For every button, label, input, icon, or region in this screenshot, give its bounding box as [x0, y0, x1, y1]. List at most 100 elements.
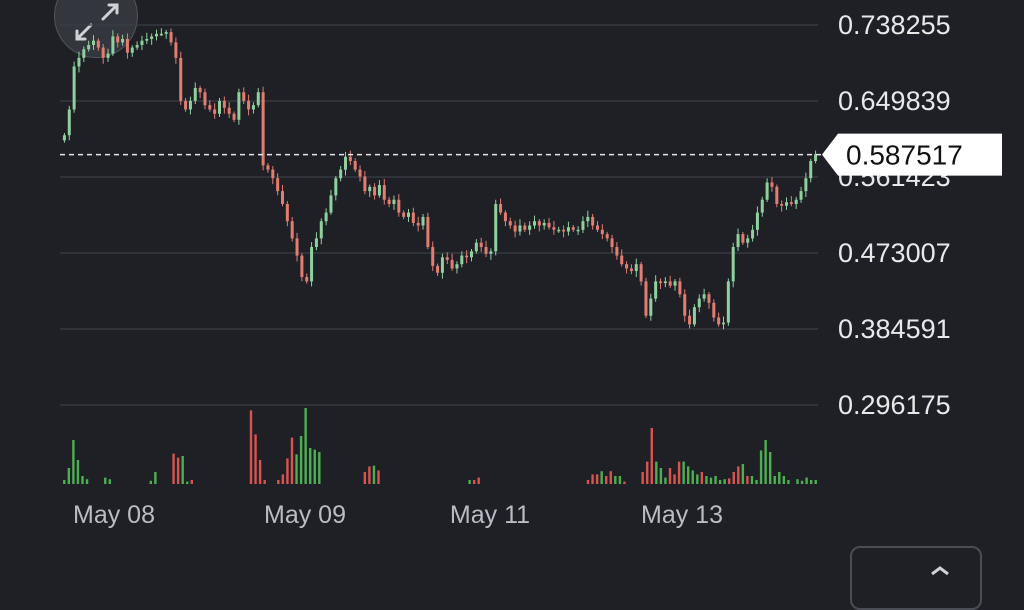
volume-bar: [814, 480, 817, 484]
volume-bar: [605, 476, 608, 484]
bottom-panel-button[interactable]: [850, 546, 982, 610]
candle-body: [639, 264, 643, 282]
volume-bar: [696, 474, 699, 484]
candle-body: [285, 204, 289, 222]
y-tick-label: 0.296175: [838, 390, 951, 420]
volume-bar: [759, 450, 763, 484]
candle-body: [305, 277, 309, 282]
volume-bar: [609, 471, 612, 484]
candle-body: [339, 169, 343, 179]
candle-body: [368, 186, 372, 192]
candle-body: [765, 182, 769, 200]
candle-body: [605, 234, 609, 239]
candle-body: [649, 298, 653, 316]
volume-bar: [299, 436, 303, 484]
candle-body: [494, 204, 498, 252]
expand-button[interactable]: [54, 0, 138, 58]
candle-body: [445, 257, 449, 260]
volume-bar: [249, 410, 253, 484]
volume-bar: [309, 448, 312, 484]
candle-body: [707, 294, 711, 303]
candle-body: [329, 195, 333, 213]
volume-bar: [687, 466, 690, 484]
volume-bar: [782, 476, 786, 484]
candle-body: [300, 255, 304, 278]
volume-bar: [85, 479, 89, 484]
candle-body: [479, 242, 483, 247]
candle-body: [280, 191, 285, 205]
volume-bar: [258, 460, 262, 484]
candle-body: [794, 199, 798, 205]
candle-body: [261, 92, 265, 166]
candle-body: [130, 47, 134, 53]
volume-bar: [154, 472, 157, 484]
candle-body: [581, 221, 585, 230]
candle-body: [62, 135, 66, 141]
candle-body: [450, 259, 454, 269]
candle-body: [373, 186, 377, 196]
candle-body: [256, 92, 260, 106]
volume-bar: [254, 434, 257, 484]
candle-body: [154, 33, 159, 37]
expand-arrows-icon: [75, 3, 119, 41]
volume-bar: [796, 479, 799, 484]
volume-bar: [377, 470, 380, 484]
volume-bar: [623, 481, 626, 484]
volume-bar: [691, 470, 694, 484]
candle-body: [91, 40, 96, 45]
candle-body: [72, 66, 76, 110]
candle-body: [271, 169, 275, 179]
candle-body: [518, 225, 522, 232]
volume-bar: [72, 440, 75, 484]
candle-body: [552, 227, 556, 230]
candle-body: [770, 182, 774, 187]
candle-body: [174, 42, 178, 58]
volume-bar: [655, 461, 658, 484]
candle-body: [319, 221, 323, 239]
candle-body: [251, 105, 255, 110]
candle-body: [654, 281, 658, 299]
candle-body: [702, 294, 706, 299]
candle-body: [310, 246, 314, 282]
volume-bar: [750, 476, 754, 484]
candle-body: [557, 229, 561, 232]
candle-body: [348, 156, 352, 162]
volume-bar: [773, 476, 776, 484]
candle-body: [111, 36, 115, 54]
candle-body: [295, 238, 299, 256]
volume-bar: [290, 437, 294, 484]
candle-body: [663, 281, 667, 284]
y-tick-label: 0.738255: [838, 10, 951, 40]
candle-body: [508, 221, 512, 226]
candle-body: [290, 221, 294, 239]
volume-bar: [682, 461, 685, 484]
candle-body: [266, 165, 270, 170]
candle-body: [431, 246, 435, 266]
candle-body: [203, 92, 207, 106]
price-chart: 0.7382550.6498390.5614230.4730070.384591…: [60, 10, 1002, 529]
candle-body: [712, 302, 716, 318]
candle-body: [532, 221, 537, 226]
candle-body: [213, 109, 217, 114]
y-axis-labels: 0.7382550.6498390.5614230.4730070.384591…: [838, 10, 951, 420]
candle-body: [77, 57, 81, 67]
volume-bar: [190, 480, 193, 484]
candle-body: [799, 191, 803, 200]
candle-body: [562, 229, 566, 232]
current-price-tag: [822, 133, 1002, 176]
candle-body: [184, 100, 188, 110]
volume-bar: [778, 472, 781, 484]
candle-body: [576, 229, 580, 232]
volume-bar: [468, 480, 471, 484]
volume-bar: [646, 461, 649, 484]
volume-bar: [705, 476, 708, 484]
candle-body: [440, 257, 444, 273]
candle-body: [717, 317, 721, 325]
candle-body: [465, 255, 469, 258]
candle-body: [615, 246, 619, 256]
volume-bar: [372, 465, 376, 484]
candle-body: [382, 185, 386, 200]
candle-body: [411, 212, 415, 223]
volume-bar: [368, 466, 371, 484]
candle-body: [82, 49, 86, 58]
